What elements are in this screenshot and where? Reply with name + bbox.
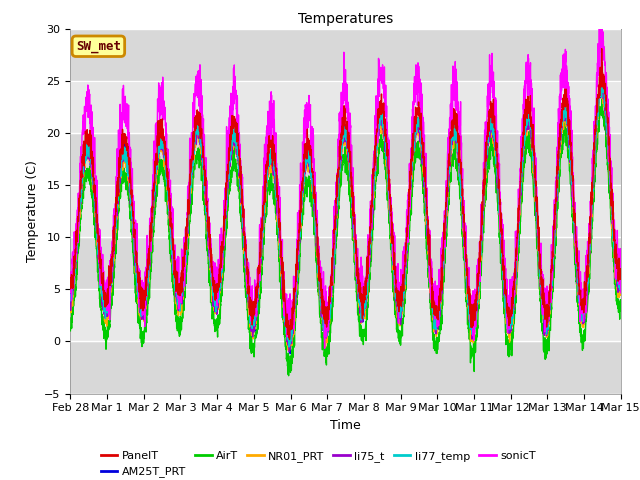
- Bar: [70, 81, 621, 133]
- Text: SW_met: SW_met: [76, 40, 121, 53]
- Bar: [70, 185, 621, 237]
- Title: Temperatures: Temperatures: [298, 12, 393, 26]
- Bar: [70, 341, 621, 394]
- Bar: [70, 237, 621, 289]
- Bar: [70, 133, 621, 185]
- Y-axis label: Temperature (C): Temperature (C): [26, 160, 39, 262]
- Bar: [70, 289, 621, 341]
- Legend: PanelT, AM25T_PRT, AirT, NR01_PRT, li75_t, li77_temp, sonicT: PanelT, AM25T_PRT, AirT, NR01_PRT, li75_…: [96, 446, 540, 480]
- X-axis label: Time: Time: [330, 419, 361, 432]
- Bar: [70, 29, 621, 81]
